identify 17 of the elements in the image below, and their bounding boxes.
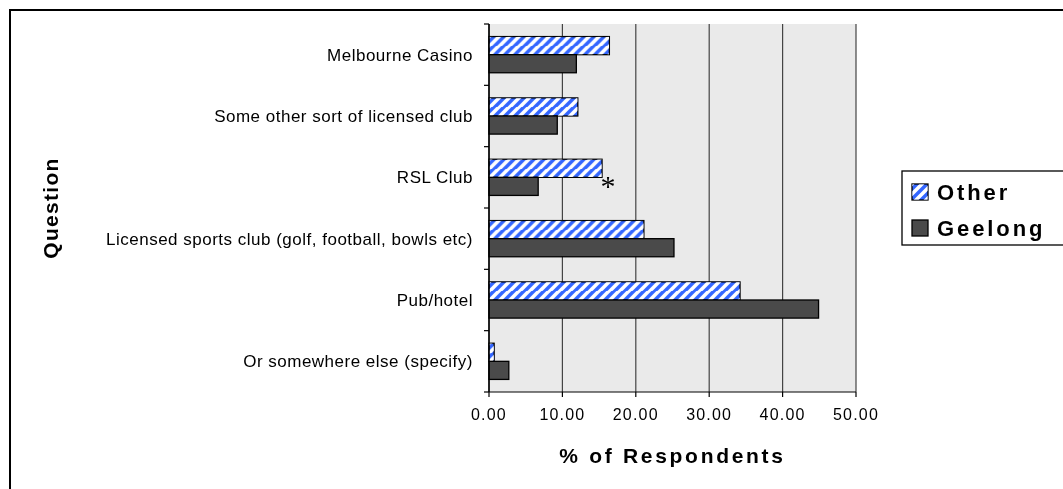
annotation: *: [600, 169, 616, 203]
x-tick-label: 30.00: [686, 406, 733, 423]
y-tick-label: Melbourne Casino: [327, 45, 473, 65]
y-tick-label: Some other sort of licensed club: [214, 106, 473, 126]
x-tick-label: 50.00: [832, 406, 880, 423]
x-tick-label: 40.00: [759, 406, 806, 423]
y-tick-label: RSL Club: [396, 168, 473, 188]
x-tick-label: 20.00: [612, 406, 659, 423]
y-tick-label: Pub/hotel: [396, 290, 473, 310]
y-tick-label: Or somewhere else (specify): [243, 352, 473, 372]
x-tick-label: 0.00: [471, 406, 507, 423]
y-tick-label: Licensed sports club (golf, football, bowls etc): [105, 229, 473, 249]
x-axis-title: % of Respondents: [559, 444, 786, 467]
x-tick-label: 10.00: [539, 406, 586, 423]
legend-label: Other: [937, 179, 1011, 205]
legend-label: Geelong: [937, 215, 1046, 241]
y-axis-title: Question: [39, 157, 62, 259]
